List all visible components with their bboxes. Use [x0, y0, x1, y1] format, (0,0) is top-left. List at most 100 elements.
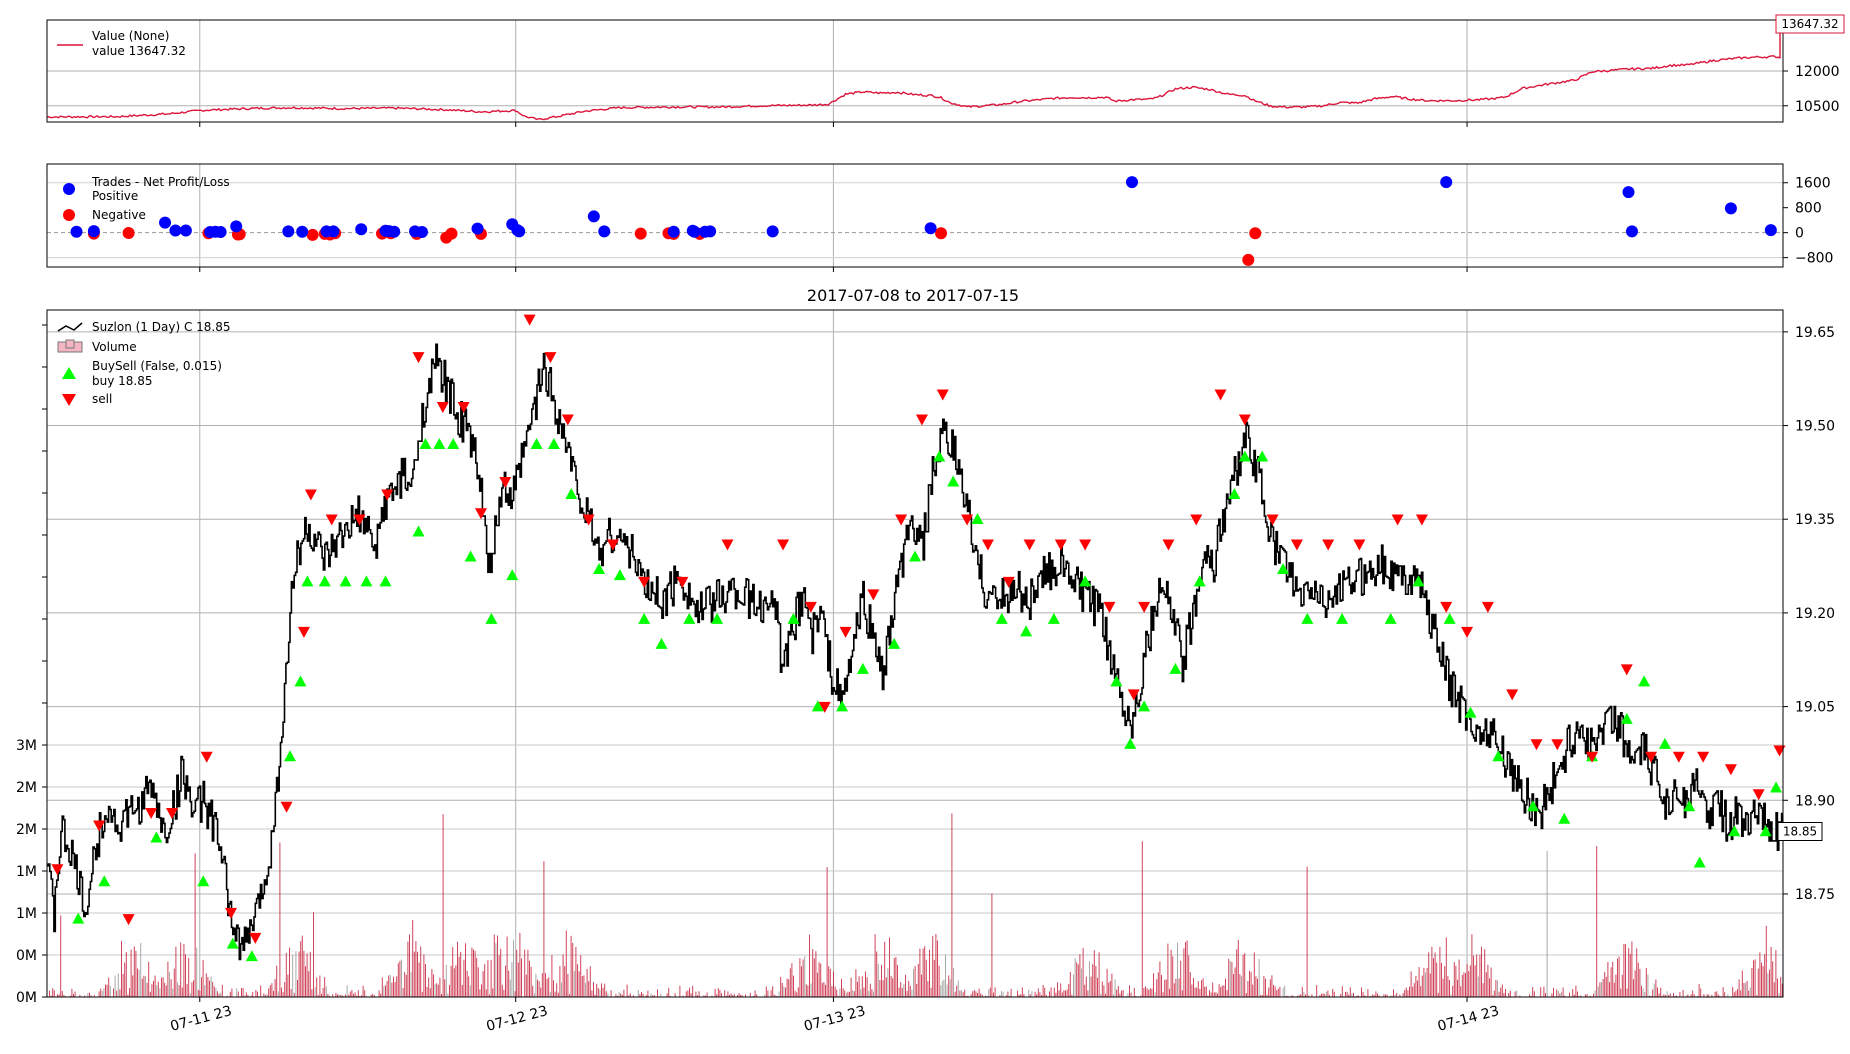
volume-bar [1133, 987, 1135, 997]
volume-bar [245, 992, 247, 997]
volume-bar [1090, 976, 1092, 997]
sell-marker [145, 808, 158, 820]
volume-bar [682, 995, 684, 997]
volume-bar [52, 988, 54, 997]
volume-bar [1039, 992, 1041, 997]
volume-bar [477, 967, 479, 997]
volume-bar [1161, 975, 1162, 997]
volume-bar [1481, 946, 1482, 997]
trade-negative-point [445, 227, 458, 240]
trade-positive-point [1764, 224, 1777, 237]
volume-bar [1735, 990, 1737, 997]
volume-bar [308, 971, 310, 997]
volume-bar [1212, 982, 1214, 997]
volume-bar [153, 980, 154, 997]
volume-bar [1669, 993, 1671, 997]
volume-bar [1105, 993, 1106, 997]
buy-marker [1277, 562, 1290, 574]
volume-bar [1657, 987, 1658, 997]
volume-bar [1676, 995, 1678, 997]
volume-bar [1183, 948, 1185, 997]
volume-bar [906, 990, 908, 997]
volume-bar [605, 991, 607, 997]
sell-marker [1620, 664, 1633, 676]
trade-positive-point [214, 226, 227, 239]
trades-ytick-label: 0 [1795, 226, 1804, 242]
volume-bar [1023, 994, 1025, 997]
volume-bar [1375, 991, 1377, 997]
volume-bar [236, 988, 238, 997]
volume-bar [1465, 973, 1466, 997]
volume-bar [1252, 984, 1254, 997]
volume-bar [754, 990, 756, 997]
volume-bar [338, 994, 340, 997]
volume-bar [1257, 978, 1258, 997]
volume-bar [391, 982, 393, 997]
volume-bar [1642, 988, 1644, 997]
volume-bar [372, 993, 374, 997]
volume-bar [79, 994, 81, 997]
volume-bar [1180, 960, 1182, 997]
volume-bar [1641, 985, 1642, 997]
volume-bar [426, 987, 428, 997]
volume-bar [460, 952, 462, 997]
volume-bar [741, 995, 743, 997]
volume-bar [780, 976, 782, 997]
volume-bar [178, 985, 180, 997]
volume-bar [845, 992, 847, 997]
volume-bar [820, 963, 822, 997]
volume-bar [431, 969, 433, 997]
trades-ytick-label: 1600 [1795, 176, 1831, 192]
sell-marker [582, 514, 595, 526]
volume-bar [1221, 985, 1223, 997]
sell-marker [1138, 601, 1151, 613]
volume-bar [1519, 995, 1521, 997]
volume-bar [943, 979, 945, 997]
price-legend-buy: buy 18.85 [92, 374, 153, 388]
volume-bar [204, 985, 206, 997]
buy-marker [711, 612, 724, 624]
volume-bar [1727, 994, 1729, 997]
volume-bar [857, 981, 858, 997]
trade-positive-point [704, 225, 717, 238]
volume-bar [265, 995, 266, 997]
sell-marker [867, 589, 880, 601]
volume-bar [479, 989, 481, 997]
sell-marker [457, 402, 470, 414]
volume-bar [1305, 994, 1306, 997]
trades-ytick-label: −800 [1795, 251, 1833, 267]
volume-bar [157, 981, 159, 997]
volume-bar [679, 985, 681, 997]
volume-bar [1162, 992, 1164, 997]
volume-bar [1402, 993, 1404, 997]
buy-marker [360, 575, 373, 587]
volume-bar [1255, 976, 1257, 997]
volume-bar [1031, 991, 1033, 997]
volume-bar [210, 976, 212, 997]
buy-marker [485, 612, 498, 624]
volume-bar [193, 980, 194, 997]
volume-bar [1148, 989, 1150, 997]
volume-bar [903, 983, 905, 997]
volume-bar [1236, 949, 1238, 997]
sell-marker [895, 514, 908, 526]
volume-bar [201, 977, 202, 997]
volume-bar [1407, 990, 1409, 997]
volume-bar [541, 973, 543, 997]
volume-bar [362, 985, 364, 997]
volume-bar [69, 995, 71, 997]
volume-bar [217, 991, 218, 997]
volume-bar [1135, 995, 1137, 997]
volume-bar [1529, 994, 1530, 997]
volume-bar [71, 988, 73, 997]
volume-bar [1501, 984, 1503, 997]
volume-bar [1484, 949, 1486, 997]
volume-bar [1169, 988, 1170, 997]
buy-marker [655, 637, 668, 649]
volume-bar [879, 980, 881, 997]
volume-bar [1074, 958, 1076, 997]
volume-bar [1009, 995, 1010, 997]
volume-bar [1445, 937, 1447, 997]
volume-bar [1743, 983, 1745, 997]
